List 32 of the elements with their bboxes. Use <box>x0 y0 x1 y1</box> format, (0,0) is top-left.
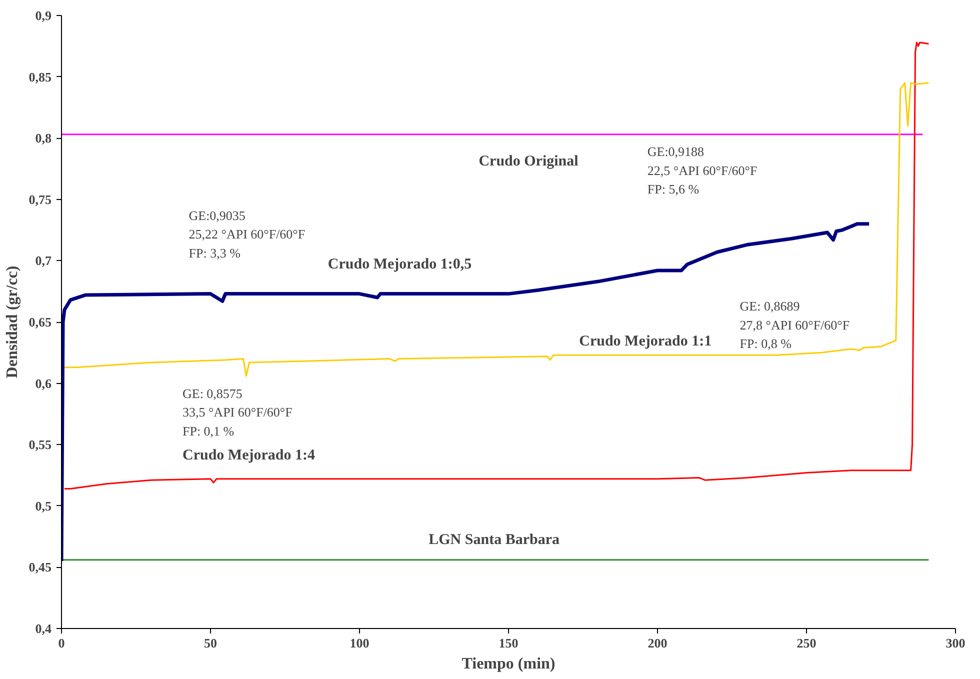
x-tick-label: 0 <box>58 636 65 650</box>
y-tick-label: 0,6 <box>35 376 52 391</box>
y-tick-label: 0,55 <box>28 437 52 452</box>
x-tick-label: 150 <box>498 636 518 650</box>
line-series <box>62 222 871 563</box>
annotation: GE:0,9188 22,5 °API 60°F/60°F FP: 5,6 % <box>647 144 758 197</box>
series-label: Crudo Original <box>478 153 578 170</box>
x-tick-label: 200 <box>648 636 668 650</box>
x-tick-label: 50 <box>204 636 217 650</box>
x-tick-label: 250 <box>796 636 816 650</box>
y-tick-label: 0,45 <box>28 560 52 575</box>
x-tick-label: 300 <box>946 636 966 650</box>
y-tick-label: 0,65 <box>28 314 52 330</box>
x-axis-title: Tiempo (min) <box>462 656 556 672</box>
series-label: Crudo Mejorado 1:1 <box>579 334 712 350</box>
y-tick-label: 0,7 <box>35 253 52 268</box>
y-tick-label: 0,5 <box>35 498 52 514</box>
y-tick-label: 0,9 <box>35 8 52 23</box>
y-tick-label: 0,75 <box>28 192 52 207</box>
series-label: Crudo Mejorado 1:4 <box>182 448 316 464</box>
series-label: Crudo Mejorado 1:0,5 <box>328 256 472 272</box>
line-series <box>64 82 930 377</box>
y-tick-label: 0,85 <box>28 69 52 84</box>
x-tick-label: 100 <box>350 636 370 650</box>
annotation: GE:0,9035 25,22 °API 60°F/60°F FP: 3,3 % <box>188 208 306 260</box>
annotation: GE: 0,8575 33,5 °API 60°F/60°F FP: 0,1 % <box>182 386 292 438</box>
y-tick-label: 0,8 <box>35 130 52 146</box>
y-axis-title: Densidad (gr/cc) <box>4 266 21 378</box>
annotation: GE: 0,8689 27,8 °API 60°F/60°F FP: 0,8 % <box>740 298 850 352</box>
y-tick-label: 0,4 <box>35 621 52 636</box>
series-label: LGN Santa Barbara <box>428 532 560 548</box>
line-series <box>64 42 930 490</box>
